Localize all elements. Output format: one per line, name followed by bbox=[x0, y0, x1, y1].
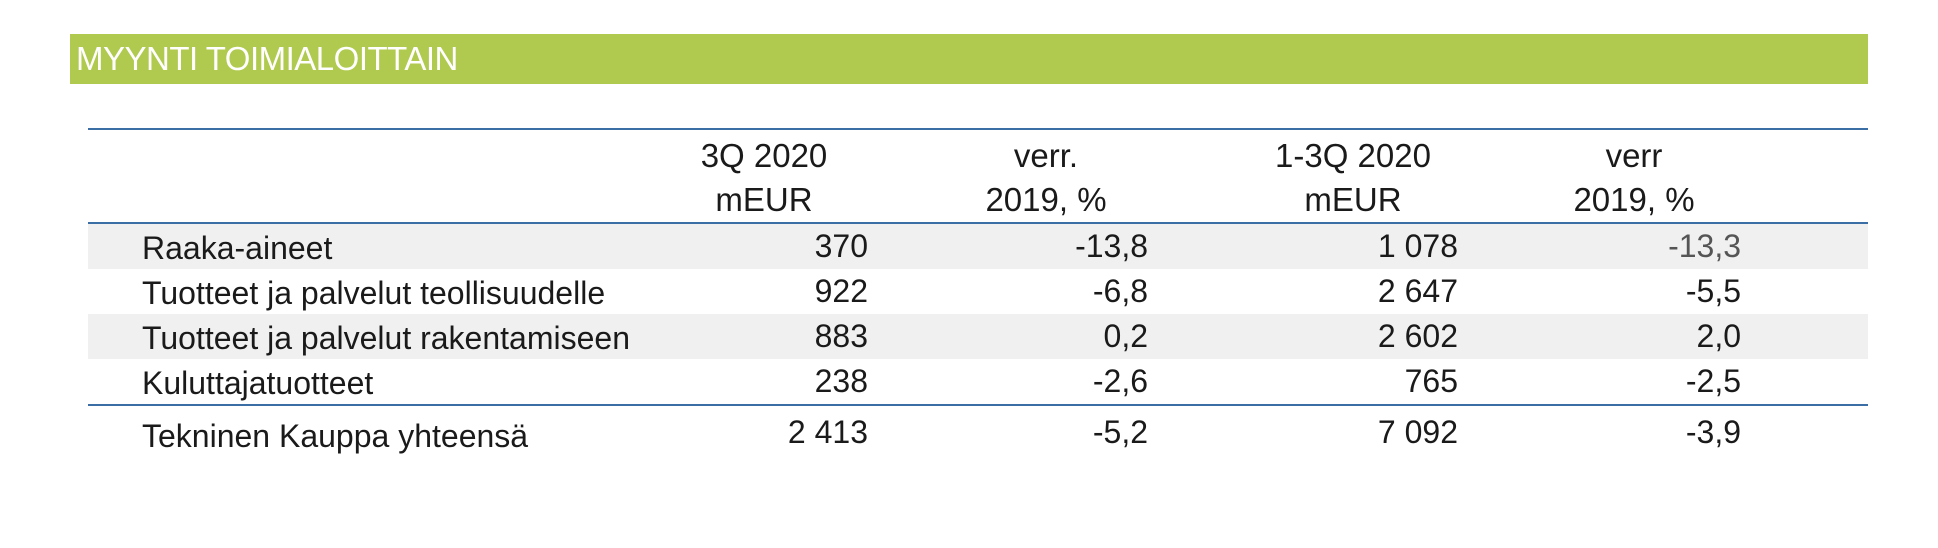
row-label: Kuluttajatuotteet bbox=[142, 365, 374, 401]
cell-3q-change: -2,6 bbox=[1092, 363, 1148, 399]
column-header-3q-2020: 3Q 2020 mEUR bbox=[614, 134, 914, 222]
total-3q-change: -5,2 bbox=[1092, 414, 1148, 450]
total-label: Tekninen Kauppa yhteensä bbox=[142, 418, 529, 454]
row-label: Tuotteet ja palvelut teollisuudelle bbox=[142, 275, 606, 311]
cell-3q-meur: 883 bbox=[814, 318, 868, 354]
cell-1-3q-change: -5,5 bbox=[1685, 273, 1741, 309]
sales-table: 3Q 2020 mEUR verr. 2019, % 1-3Q 2020 mEU… bbox=[88, 128, 1868, 462]
column-header-change-3q: verr. 2019, % bbox=[896, 134, 1196, 222]
column-header-line1: 1-3Q 2020 bbox=[1275, 137, 1431, 174]
section-title: MYYNTI TOIMIALOITTAIN bbox=[76, 40, 458, 77]
cell-3q-change: -6,8 bbox=[1092, 273, 1148, 309]
cell-1-3q-meur: 1 078 bbox=[1377, 228, 1458, 264]
cell-1-3q-change: 2,0 bbox=[1696, 318, 1741, 354]
column-header-1-3q-2020: 1-3Q 2020 mEUR bbox=[1203, 134, 1503, 222]
table-row: Tuotteet ja palvelut rakentamiseen 883 0… bbox=[88, 314, 1868, 359]
column-header-line2: mEUR bbox=[715, 181, 813, 218]
column-header-line1: verr bbox=[1605, 137, 1663, 174]
total-1-3q-meur: 7 092 bbox=[1377, 414, 1458, 450]
row-label: Raaka-aineet bbox=[142, 230, 333, 266]
column-header-line2: 2019, % bbox=[985, 181, 1107, 218]
cell-1-3q-change: -13,3 bbox=[1668, 228, 1741, 264]
column-header-line1: 3Q 2020 bbox=[700, 137, 828, 174]
table-row: Tuotteet ja palvelut teollisuudelle 922 … bbox=[88, 269, 1868, 314]
cell-3q-meur: 238 bbox=[814, 363, 868, 399]
column-header-line2: 2019, % bbox=[1573, 181, 1695, 218]
total-rule bbox=[88, 404, 1868, 406]
total-1-3q-change: -3,9 bbox=[1685, 414, 1741, 450]
header-rule bbox=[88, 222, 1868, 224]
row-label: Tuotteet ja palvelut rakentamiseen bbox=[142, 320, 630, 356]
cell-3q-meur: 922 bbox=[814, 273, 868, 309]
table-total-row: Tekninen Kauppa yhteensä 2 413 -5,2 7 09… bbox=[88, 406, 1868, 462]
total-3q-meur: 2 413 bbox=[787, 414, 868, 450]
table-row: Raaka-aineet 370 -13,8 1 078 -13,3 bbox=[88, 224, 1868, 269]
cell-1-3q-meur: 765 bbox=[1404, 363, 1458, 399]
cell-1-3q-meur: 2 647 bbox=[1377, 273, 1458, 309]
cell-3q-meur: 370 bbox=[814, 228, 868, 264]
column-header-change-1-3q: verr 2019, % bbox=[1484, 134, 1784, 222]
cell-1-3q-change: -2,5 bbox=[1685, 363, 1741, 399]
cell-3q-change: 0,2 bbox=[1103, 318, 1148, 354]
table-top-rule bbox=[88, 128, 1868, 130]
table-header: 3Q 2020 mEUR verr. 2019, % 1-3Q 2020 mEU… bbox=[88, 130, 1868, 222]
cell-1-3q-meur: 2 602 bbox=[1377, 318, 1458, 354]
column-header-line2: mEUR bbox=[1304, 181, 1402, 218]
table-row: Kuluttajatuotteet 238 -2,6 765 -2,5 bbox=[88, 359, 1868, 404]
column-header-line1: verr. bbox=[1013, 137, 1079, 174]
section-title-bar: MYYNTI TOIMIALOITTAIN bbox=[70, 34, 1868, 84]
cell-3q-change: -13,8 bbox=[1075, 228, 1148, 264]
